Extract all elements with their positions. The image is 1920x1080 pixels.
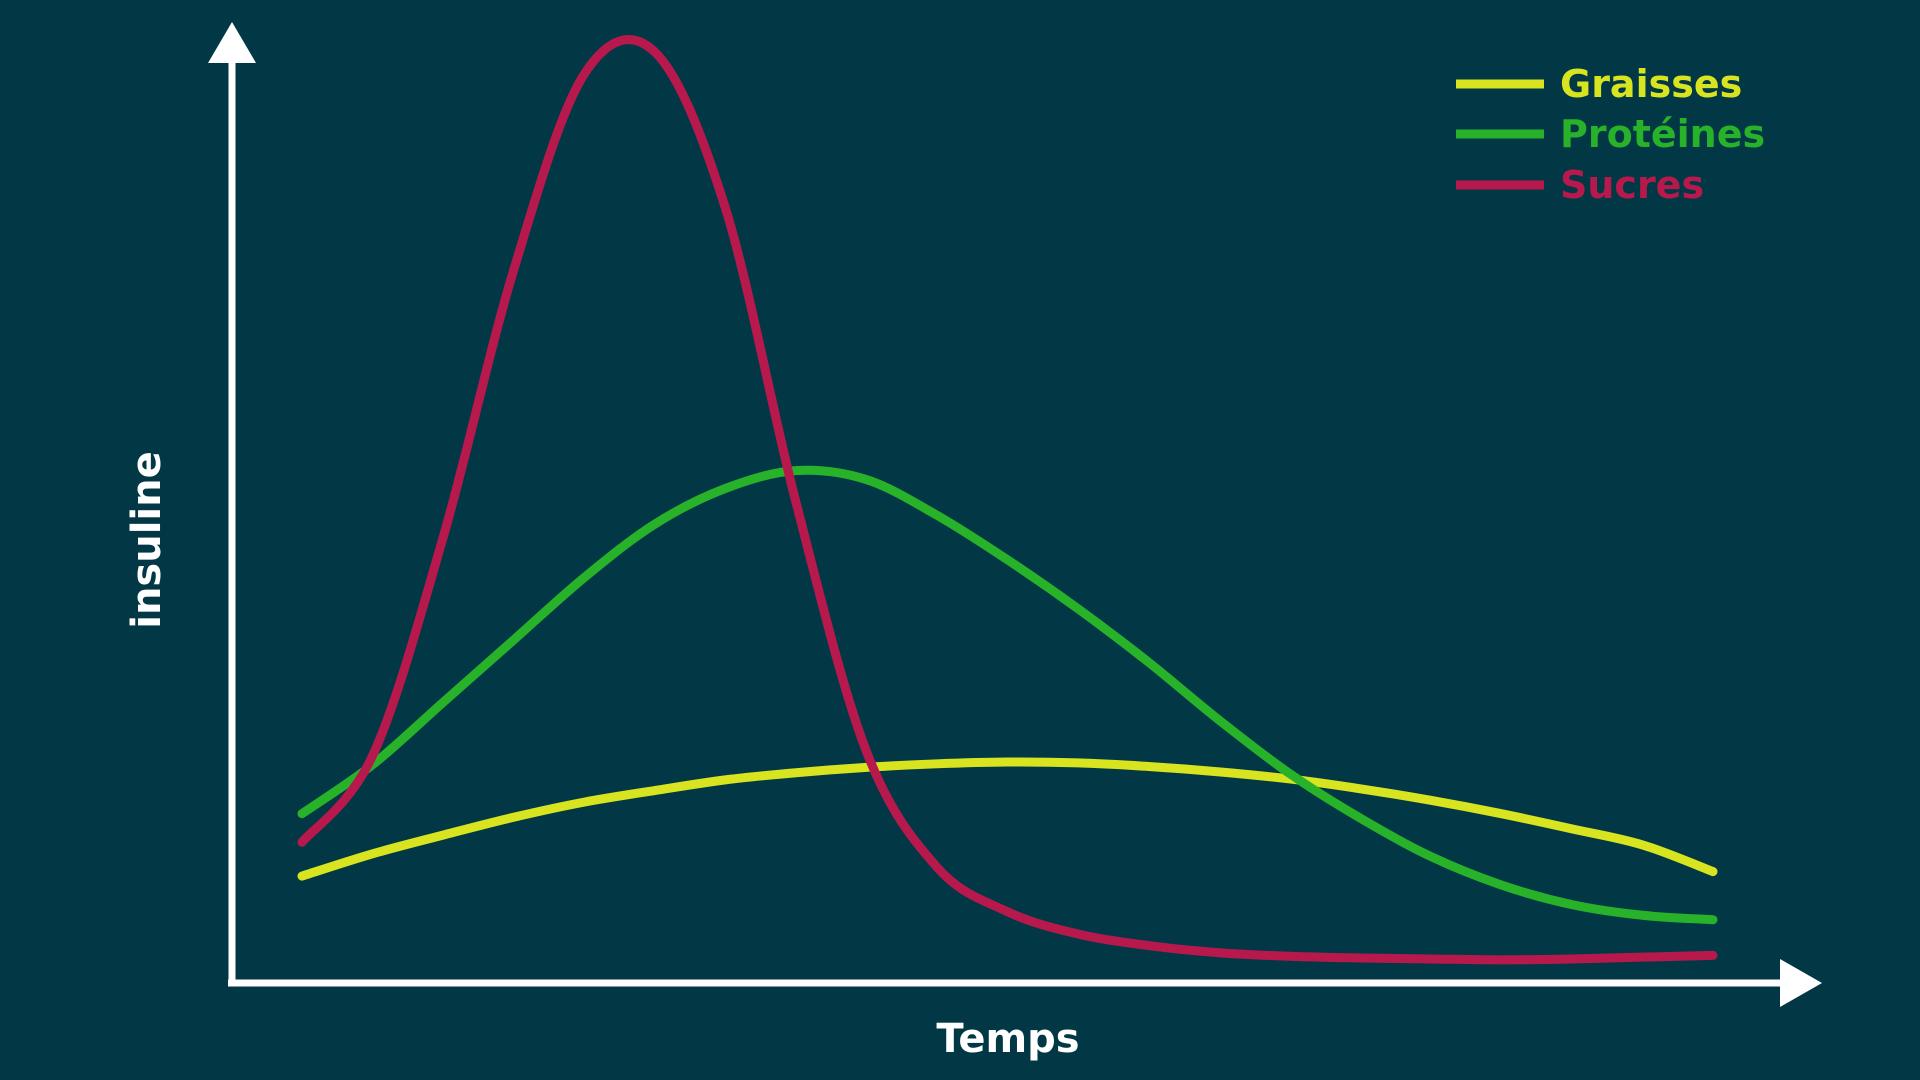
sucres-legend-label: Sucres bbox=[1560, 163, 1704, 207]
graisses-point-18 bbox=[1571, 828, 1573, 830]
proteines-point-4 bbox=[583, 577, 585, 579]
graisses-point-11 bbox=[1077, 762, 1079, 764]
proteines-legend-label: Protéines bbox=[1560, 112, 1765, 156]
proteines-point-11 bbox=[1077, 608, 1079, 610]
graisses-point-17 bbox=[1500, 813, 1502, 815]
graisses-point-14 bbox=[1289, 778, 1291, 780]
graisses-point-3 bbox=[513, 816, 515, 818]
sucres-point-15 bbox=[1359, 957, 1361, 959]
sucres-point-9 bbox=[936, 866, 938, 868]
sucres-point-1 bbox=[372, 755, 374, 757]
sucres-point-7 bbox=[795, 501, 797, 503]
sucres-point-14 bbox=[1289, 955, 1291, 957]
sucres-point-11 bbox=[1077, 933, 1079, 935]
proteines-point-8 bbox=[865, 479, 867, 481]
sucres-series-line bbox=[297, 35, 1718, 965]
sucres-point-18 bbox=[1571, 958, 1573, 960]
sucres-point-12 bbox=[1148, 945, 1150, 947]
sucres-point-4 bbox=[583, 73, 585, 75]
proteines-point-15 bbox=[1359, 817, 1361, 819]
graisses-point-7 bbox=[795, 772, 797, 774]
sucres-point-10 bbox=[1007, 911, 1009, 913]
sucres-point-13 bbox=[1218, 952, 1220, 954]
sucres-point-20 bbox=[1712, 954, 1714, 956]
graisses-point-1 bbox=[372, 853, 374, 855]
graisses-point-4 bbox=[583, 801, 585, 803]
graisses-point-5 bbox=[654, 790, 656, 792]
proteines-point-20 bbox=[1712, 919, 1714, 921]
y-axis-arrowhead bbox=[208, 22, 256, 63]
graisses-point-13 bbox=[1218, 771, 1220, 773]
proteines-point-7 bbox=[795, 470, 797, 472]
proteines-point-18 bbox=[1571, 904, 1573, 906]
graisses-point-2 bbox=[442, 834, 444, 836]
graisses-legend-label: Graisses bbox=[1560, 62, 1742, 106]
sucres-point-2 bbox=[442, 537, 444, 539]
axes bbox=[208, 22, 1822, 1007]
graisses-point-9 bbox=[936, 763, 938, 765]
sucres-point-5 bbox=[654, 51, 656, 53]
sucres-point-0 bbox=[301, 841, 303, 843]
graisses-point-6 bbox=[724, 779, 726, 781]
graisses-point-16 bbox=[1430, 799, 1432, 801]
proteines-point-3 bbox=[513, 639, 515, 641]
proteines-point-16 bbox=[1430, 855, 1432, 857]
proteines-point-12 bbox=[1148, 661, 1150, 663]
sucres-point-17 bbox=[1500, 959, 1502, 961]
graisses-point-15 bbox=[1359, 788, 1361, 790]
proteines-point-9 bbox=[936, 514, 938, 516]
proteines-point-13 bbox=[1218, 719, 1220, 721]
graisses-point-10 bbox=[1007, 761, 1009, 763]
y-axis-label: insuline bbox=[124, 451, 170, 629]
legend: Graisses Protéines Sucres bbox=[1456, 62, 1765, 207]
proteines-point-19 bbox=[1641, 914, 1643, 916]
proteines-point-17 bbox=[1500, 884, 1502, 886]
proteines-point-0 bbox=[301, 813, 303, 815]
proteines-point-14 bbox=[1289, 773, 1291, 775]
sucres-point-3 bbox=[513, 269, 515, 271]
proteines-point-6 bbox=[724, 487, 726, 489]
sucres-point-8 bbox=[865, 750, 867, 752]
sucres-point-16 bbox=[1430, 958, 1432, 960]
sucres-point-6 bbox=[724, 207, 726, 209]
graisses-point-8 bbox=[865, 766, 867, 768]
series-group bbox=[297, 35, 1718, 965]
sucres-point-19 bbox=[1641, 956, 1643, 958]
proteines-point-1 bbox=[372, 764, 374, 766]
proteines-series-line bbox=[297, 465, 1718, 925]
x-axis-label: Temps bbox=[936, 1016, 1079, 1062]
graisses-point-19 bbox=[1641, 844, 1643, 846]
graisses-point-20 bbox=[1712, 871, 1714, 873]
proteines-point-5 bbox=[654, 523, 656, 525]
proteines-point-2 bbox=[442, 701, 444, 703]
graisses-series-line bbox=[297, 757, 1718, 881]
x-axis-arrowhead bbox=[1780, 959, 1822, 1007]
proteines-point-10 bbox=[1007, 559, 1009, 561]
graisses-point-0 bbox=[301, 875, 303, 877]
graisses-point-12 bbox=[1148, 765, 1150, 767]
